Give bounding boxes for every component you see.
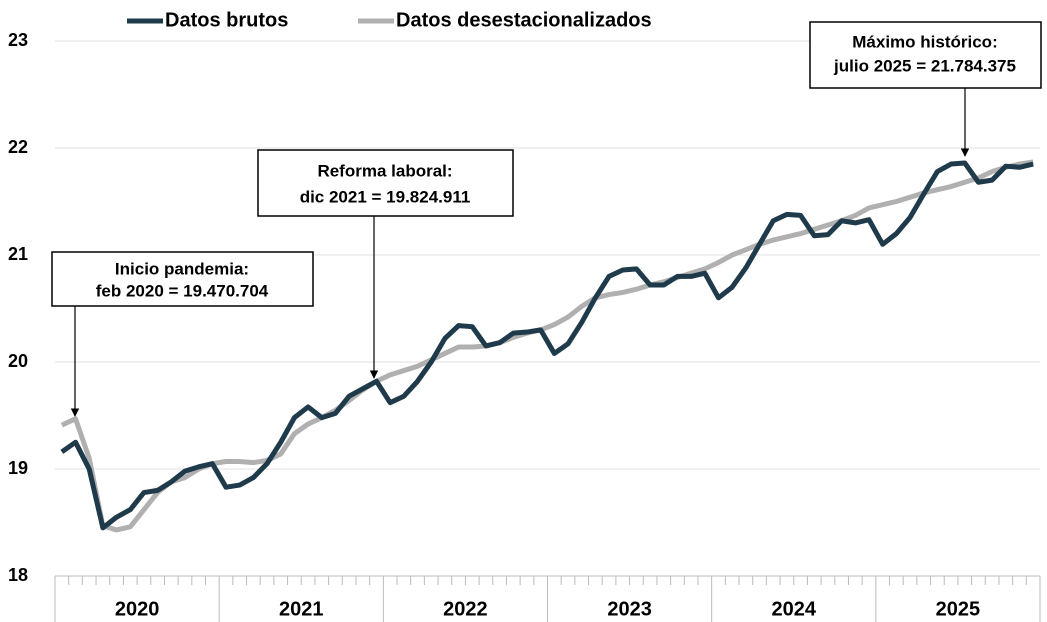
legend-label: Datos brutos bbox=[165, 9, 288, 31]
y-tick-label: 19 bbox=[8, 458, 28, 478]
x-tick-label: 2024 bbox=[772, 598, 817, 620]
y-tick-label: 23 bbox=[8, 30, 28, 50]
legend-label: Datos desestacionalizados bbox=[396, 9, 652, 31]
y-tick-label: 22 bbox=[8, 137, 28, 157]
y-tick-label: 21 bbox=[8, 244, 28, 264]
annotation-text: Inicio pandemia: bbox=[115, 259, 249, 278]
x-tick-label: 2025 bbox=[936, 598, 981, 620]
annotation: Reforma laboral: dic 2021 = 19.824.911 bbox=[257, 149, 514, 379]
annotation-box bbox=[257, 149, 514, 217]
annotation-text: Reforma laboral: bbox=[317, 161, 452, 180]
annotation-box bbox=[809, 21, 1042, 89]
annotation: Inicio pandemia: feb 2020 = 19.470.704 bbox=[51, 251, 314, 417]
data-line bbox=[60, 160, 1034, 531]
y-tick-label: 18 bbox=[8, 565, 28, 585]
annotation-box bbox=[51, 251, 314, 307]
annotation: Máximo histórico: julio 2025 = 21.784.37… bbox=[809, 21, 1042, 157]
y-tick-label: 20 bbox=[8, 351, 28, 371]
annotation-text: Máximo histórico: bbox=[852, 32, 997, 51]
data-line bbox=[60, 159, 1034, 533]
x-tick-label: 2023 bbox=[607, 598, 652, 620]
x-tick-label: 2021 bbox=[279, 598, 324, 620]
x-tick-label: 2020 bbox=[115, 598, 160, 620]
x-tick-label: 2022 bbox=[443, 598, 488, 620]
annotation-text: julio 2025 = 21.784.375 bbox=[833, 56, 1016, 75]
annotation-text: dic 2021 = 19.824.911 bbox=[300, 187, 471, 206]
annotation-text: feb 2020 = 19.470.704 bbox=[96, 281, 269, 300]
